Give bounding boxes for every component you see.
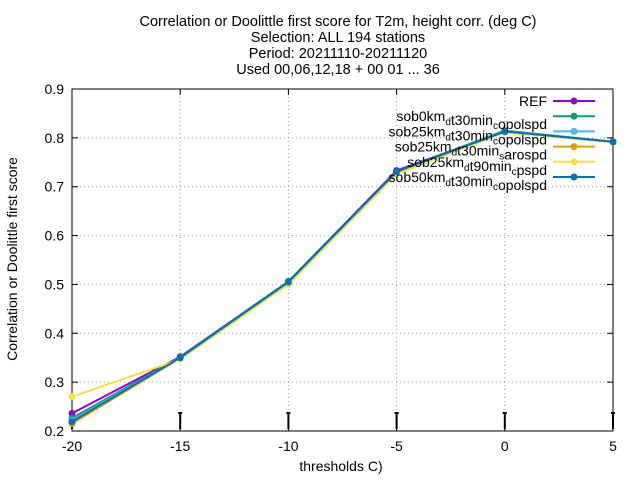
x-tick-label: -5 (390, 438, 403, 454)
data-point (393, 168, 401, 176)
legend-entry-6: sob50kmdt30mincopolspd (389, 169, 595, 193)
legend: REFsob0kmdt30mincopolspdsob25kmdt30minco… (389, 93, 595, 193)
legend-marker (570, 97, 578, 105)
series-6 (68, 128, 617, 426)
y-tick-label: 0.8 (45, 130, 65, 146)
series-line (71, 130, 614, 423)
series-group (68, 127, 617, 428)
grid (72, 89, 613, 431)
data-point (68, 418, 76, 426)
y-tick-label: 0.9 (45, 81, 65, 97)
data-point (68, 409, 76, 417)
chart-title-line-1: Correlation or Doolittle first score for… (139, 14, 536, 30)
data-point (176, 354, 184, 362)
data-point (501, 128, 509, 136)
legend-entry-4: sob25kmdt30minsarospd (395, 139, 595, 163)
data-point (68, 393, 76, 401)
legend-label: sob25kmdt90mincpspd (407, 154, 547, 178)
legend-marker (570, 158, 578, 166)
axes: 0.2 0.3 0.4 0.5 0.6 0.7 0.8 0.9 -20 -15 -10 -5 0 5 (45, 81, 618, 454)
legend-marker (570, 173, 578, 181)
data-point (609, 138, 617, 146)
labels: Correlation or Doolittle first score for… (4, 14, 537, 474)
x-axis-label: thresholds C) (299, 458, 382, 474)
y-tick-label: 0.5 (45, 276, 65, 292)
y-tick-label: 0.3 (45, 374, 65, 390)
x-tick-label: -15 (170, 438, 190, 454)
y-tick-label: 0.7 (45, 179, 65, 195)
y-tick-label: 0.2 (45, 423, 65, 439)
plot-frame (71, 88, 614, 432)
legend-entry-5: sob25kmdt90mincpspd (407, 154, 595, 178)
legend-entry-3: sob25kmdt30mincopolspd (389, 123, 595, 147)
legend-marker (570, 127, 578, 135)
legend-marker (570, 112, 578, 120)
legend-entry-1: REF (519, 93, 595, 109)
legend-entry-2: sob0kmdt30mincopolspd (396, 108, 595, 132)
x-tick-label: 0 (501, 438, 509, 454)
chart-title-line-2: Selection: ALL 194 stations (251, 30, 425, 46)
legend-marker (570, 143, 578, 151)
x-tick-label: -10 (278, 438, 298, 454)
legend-label: sob25kmdt30mincopolspd (389, 123, 547, 147)
x-tick-label: -20 (62, 438, 82, 454)
legend-label: sob25kmdt30minsarospd (395, 139, 547, 163)
y-tick-label: 0.4 (45, 325, 65, 341)
data-point (284, 278, 292, 286)
chart-title-line-3: Period: 20211110-20211120 (249, 46, 427, 62)
legend-label: sob50kmdt30mincopolspd (389, 169, 547, 193)
x-tick-label: 5 (609, 438, 617, 454)
y-tick-label: 0.6 (45, 228, 65, 244)
chart-title-line-4: Used 00,06,12,18 + 00 01 ... 36 (236, 62, 440, 78)
legend-label: REF (519, 93, 547, 109)
legend-label: sob0kmdt30mincopolspd (396, 108, 547, 132)
y-axis-label: Correlation or Doolittle first score (4, 157, 20, 361)
